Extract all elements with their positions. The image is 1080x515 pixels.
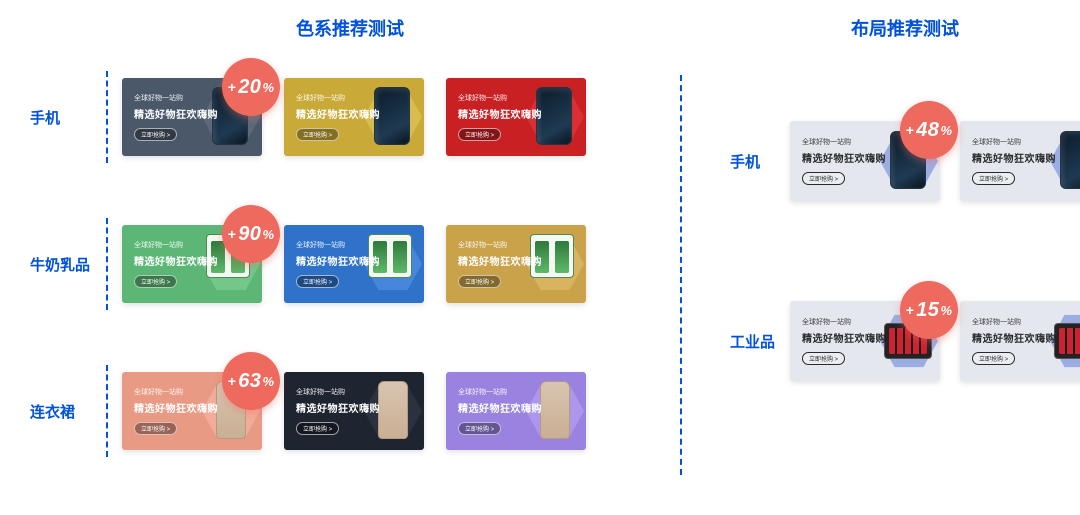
color-test-section: 色系推荐测试 手机全球好物一站购精选好物狂欢嗨购立即抢购 >+20%全球好物一站… bbox=[30, 15, 670, 495]
banner-card: 全球好物一站购精选好物狂欢嗨购立即抢购 >+90% bbox=[122, 225, 262, 303]
banner-card: 全球好物一站购精选好物狂欢嗨购立即抢购 > bbox=[960, 301, 1080, 381]
banner-card: 全球好物一站购精选好物狂欢嗨购立即抢购 > bbox=[446, 78, 586, 156]
cta-pill: 立即抢购 > bbox=[802, 172, 845, 185]
banner-card: 全球好物一站购精选好物狂欢嗨购立即抢购 > bbox=[284, 225, 424, 303]
banner-subtitle: 全球好物一站购 bbox=[972, 317, 1044, 327]
cta-pill: 立即抢购 > bbox=[458, 128, 501, 141]
uplift-badge: +48% bbox=[900, 101, 958, 159]
cta-pill: 立即抢购 > bbox=[296, 128, 339, 141]
category-row: 连衣裙全球好物一站购精选好物狂欢嗨购立即抢购 >+63%全球好物一站购精选好物狂… bbox=[30, 365, 670, 457]
category-row: 工业品全球好物一站购精选好物狂欢嗨购立即抢购 >+15%全球好物一站购精选好物狂… bbox=[700, 301, 1080, 381]
banner-title: 精选好物狂欢嗨购 bbox=[296, 253, 362, 268]
banner-subtitle: 全球好物一站购 bbox=[972, 137, 1044, 147]
divider-line bbox=[680, 75, 682, 475]
banner-title: 精选好物狂欢嗨购 bbox=[134, 400, 200, 415]
uplift-badge: +20% bbox=[222, 58, 280, 116]
cta-pill: 立即抢购 > bbox=[296, 275, 339, 288]
banner-title: 精选好物狂欢嗨购 bbox=[458, 400, 524, 415]
banner-subtitle: 全球好物一站购 bbox=[134, 387, 200, 397]
banner-title: 精选好物狂欢嗨购 bbox=[972, 330, 1044, 345]
layout-test-section: 布局推荐测试 手机全球好物一站购精选好物狂欢嗨购立即抢购 >+48%全球好物一站… bbox=[670, 15, 1080, 495]
banner-subtitle: 全球好物一站购 bbox=[458, 387, 524, 397]
banner-title: 精选好物狂欢嗨购 bbox=[458, 253, 524, 268]
category-row: 手机全球好物一站购精选好物狂欢嗨购立即抢购 >+20%全球好物一站购精选好物狂欢… bbox=[30, 71, 670, 163]
banner-subtitle: 全球好物一站购 bbox=[296, 240, 362, 250]
banner-subtitle: 全球好物一站购 bbox=[296, 387, 362, 397]
banner-title: 精选好物狂欢嗨购 bbox=[972, 150, 1044, 165]
cta-pill: 立即抢购 > bbox=[458, 422, 501, 435]
divider-line bbox=[106, 365, 108, 457]
banner-subtitle: 全球好物一站购 bbox=[802, 137, 874, 147]
banner-card: 全球好物一站购精选好物狂欢嗨购立即抢购 >+15% bbox=[790, 301, 940, 381]
section-title-color: 色系推荐测试 bbox=[30, 15, 670, 41]
banner-subtitle: 全球好物一站购 bbox=[458, 93, 524, 103]
category-row: 牛奶乳品全球好物一站购精选好物狂欢嗨购立即抢购 >+90%全球好物一站购精选好物… bbox=[30, 218, 670, 310]
banner-subtitle: 全球好物一站购 bbox=[296, 93, 362, 103]
category-label: 连衣裙 bbox=[30, 401, 102, 422]
banner-subtitle: 全球好物一站购 bbox=[134, 93, 200, 103]
banner-card: 全球好物一站购精选好物狂欢嗨购立即抢购 >+48% bbox=[790, 121, 940, 201]
cta-pill: 立即抢购 > bbox=[134, 422, 177, 435]
uplift-badge: +63% bbox=[222, 352, 280, 410]
cta-pill: 立即抢购 > bbox=[802, 352, 845, 365]
banner-title: 精选好物狂欢嗨购 bbox=[134, 106, 200, 121]
cta-pill: 立即抢购 > bbox=[296, 422, 339, 435]
banner-title: 精选好物狂欢嗨购 bbox=[802, 330, 874, 345]
category-label: 手机 bbox=[30, 107, 102, 128]
banner-title: 精选好物狂欢嗨购 bbox=[802, 150, 874, 165]
cta-pill: 立即抢购 > bbox=[972, 352, 1015, 365]
banner-title: 精选好物狂欢嗨购 bbox=[458, 106, 524, 121]
section-title-layout: 布局推荐测试 bbox=[700, 15, 1080, 41]
banner-subtitle: 全球好物一站购 bbox=[458, 240, 524, 250]
uplift-badge: +15% bbox=[900, 281, 958, 339]
category-row: 手机全球好物一站购精选好物狂欢嗨购立即抢购 >+48%全球好物一站购精选好物狂欢… bbox=[700, 121, 1080, 201]
banner-card: 全球好物一站购精选好物狂欢嗨购立即抢购 > bbox=[960, 121, 1080, 201]
divider-line bbox=[106, 71, 108, 163]
banner-card: 全球好物一站购精选好物狂欢嗨购立即抢购 >+63% bbox=[122, 372, 262, 450]
divider-line bbox=[106, 218, 108, 310]
banner-card: 全球好物一站购精选好物狂欢嗨购立即抢购 >+20% bbox=[122, 78, 262, 156]
banner-subtitle: 全球好物一站购 bbox=[802, 317, 874, 327]
uplift-badge: +90% bbox=[222, 205, 280, 263]
cta-pill: 立即抢购 > bbox=[972, 172, 1015, 185]
banner-title: 精选好物狂欢嗨购 bbox=[296, 106, 362, 121]
banner-subtitle: 全球好物一站购 bbox=[134, 240, 200, 250]
banner-title: 精选好物狂欢嗨购 bbox=[296, 400, 362, 415]
cta-pill: 立即抢购 > bbox=[134, 275, 177, 288]
cta-pill: 立即抢购 > bbox=[134, 128, 177, 141]
banner-card: 全球好物一站购精选好物狂欢嗨购立即抢购 > bbox=[446, 225, 586, 303]
banner-card: 全球好物一站购精选好物狂欢嗨购立即抢购 > bbox=[446, 372, 586, 450]
banner-card: 全球好物一站购精选好物狂欢嗨购立即抢购 > bbox=[284, 78, 424, 156]
category-label: 牛奶乳品 bbox=[30, 254, 102, 275]
banner-card: 全球好物一站购精选好物狂欢嗨购立即抢购 > bbox=[284, 372, 424, 450]
banner-title: 精选好物狂欢嗨购 bbox=[134, 253, 200, 268]
cta-pill: 立即抢购 > bbox=[458, 275, 501, 288]
